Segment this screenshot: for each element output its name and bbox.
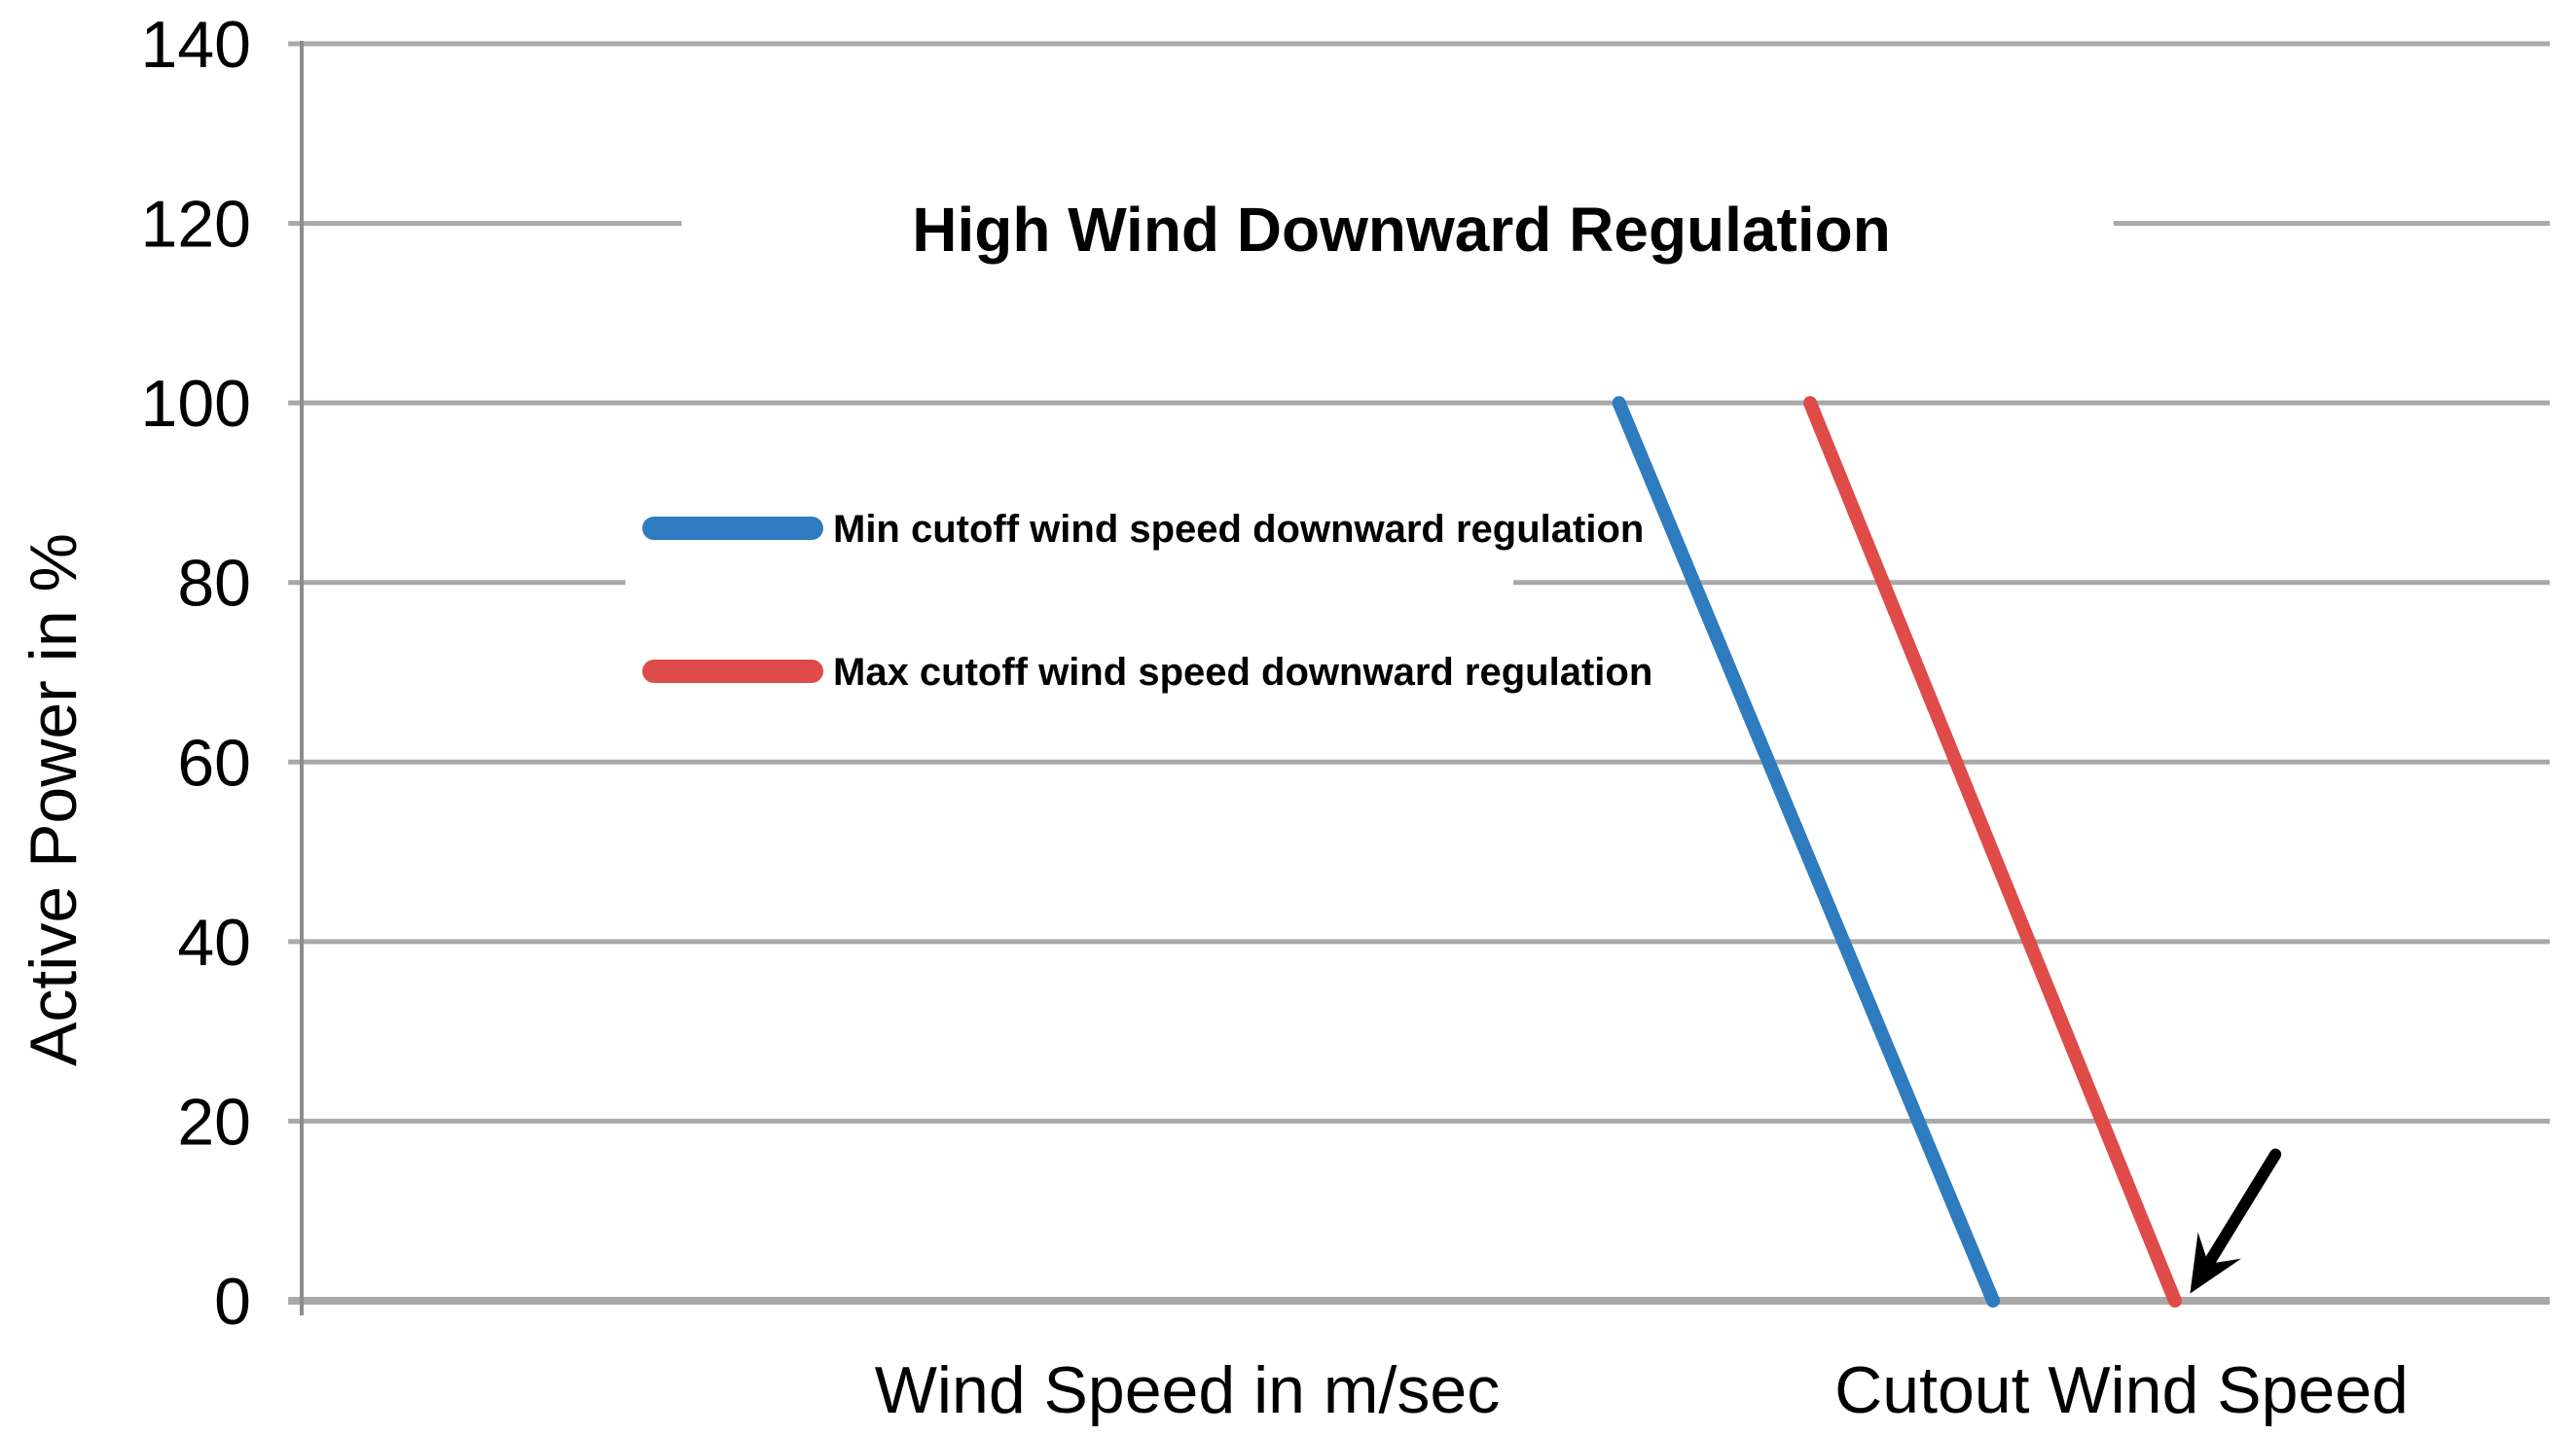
y-tick-label-120: 120 xyxy=(141,188,251,262)
y-tick-labels: 140 120 100 80 60 40 20 0 xyxy=(141,8,251,1339)
legend: Min cutoff wind speed downward regulatio… xyxy=(642,508,1652,694)
annotation-layer xyxy=(2190,1148,2282,1294)
y-tick-label-20: 20 xyxy=(177,1085,251,1159)
legend-label-min: Min cutoff wind speed downward regulatio… xyxy=(833,508,1644,551)
y-axis-title: Active Power in % xyxy=(17,533,91,1066)
series-line-min-cutoff xyxy=(1612,396,2001,1308)
x-axis-label-cutout-wind-speed: Cutout Wind Speed xyxy=(1834,1353,2409,1427)
x-axis-label-wind-speed: Wind Speed in m/sec xyxy=(875,1353,1501,1427)
y-tick-label-0: 0 xyxy=(214,1265,251,1339)
series-layer xyxy=(1612,396,2182,1308)
y-tick-label-140: 140 xyxy=(141,8,251,82)
legend-swatch-min xyxy=(642,517,823,540)
series-line-max-cutoff xyxy=(1803,396,2182,1308)
legend-label-max: Max cutoff wind speed downward regulatio… xyxy=(833,651,1652,694)
arrow-head xyxy=(2190,1232,2241,1294)
arrow-shaft xyxy=(2205,1148,2282,1265)
legend-swatch-max xyxy=(642,660,823,683)
chart-title: High Wind Downward Regulation xyxy=(912,195,1891,265)
y-tick-label-100: 100 xyxy=(141,367,251,441)
y-tick-label-60: 60 xyxy=(177,726,251,800)
y-tick-label-40: 40 xyxy=(177,906,251,980)
y-tick-label-80: 80 xyxy=(177,547,251,621)
